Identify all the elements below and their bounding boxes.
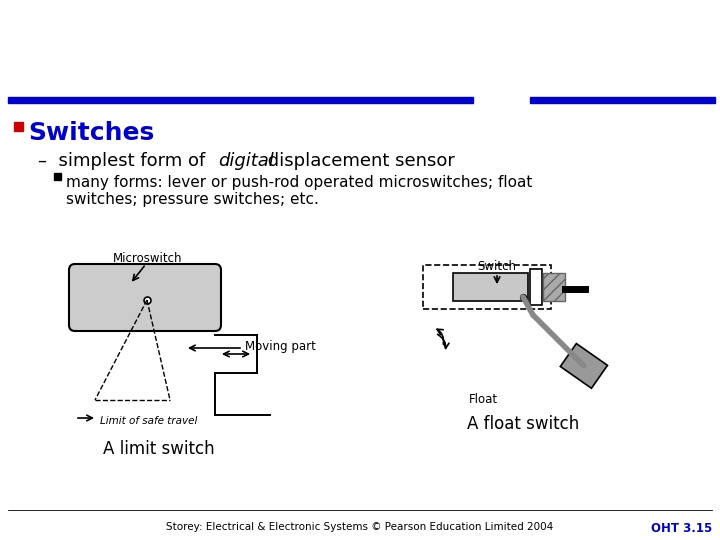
Text: A limit switch: A limit switch: [103, 440, 215, 458]
Text: switches; pressure switches; etc.: switches; pressure switches; etc.: [66, 192, 319, 207]
Text: displacement sensor: displacement sensor: [262, 152, 455, 170]
Text: Moving part: Moving part: [245, 340, 316, 353]
Text: OHT 3.15: OHT 3.15: [651, 522, 712, 535]
Bar: [530, 97, 715, 103]
Text: many forms: lever or push-rod operated microswitches; float: many forms: lever or push-rod operated m…: [66, 175, 532, 190]
Text: Switch: Switch: [477, 260, 516, 273]
Bar: [453, 273, 528, 301]
Text: Microswitch: Microswitch: [113, 252, 183, 265]
Text: Limit of safe travel: Limit of safe travel: [100, 416, 197, 426]
Bar: [543, 273, 565, 301]
FancyBboxPatch shape: [69, 264, 221, 331]
Bar: [8, 97, 473, 103]
Bar: [54, 173, 61, 180]
Text: –  simplest form of: – simplest form of: [38, 152, 211, 170]
Text: Storey: Electrical & Electronic Systems © Pearson Education Limited 2004: Storey: Electrical & Electronic Systems …: [166, 522, 554, 532]
Bar: [14, 122, 23, 131]
Text: Switches: Switches: [28, 121, 154, 145]
Text: A float switch: A float switch: [467, 415, 580, 433]
Bar: [423, 265, 551, 309]
Bar: [530, 269, 542, 305]
Text: digital: digital: [218, 152, 274, 170]
Text: Float: Float: [469, 393, 498, 406]
Polygon shape: [560, 343, 608, 388]
